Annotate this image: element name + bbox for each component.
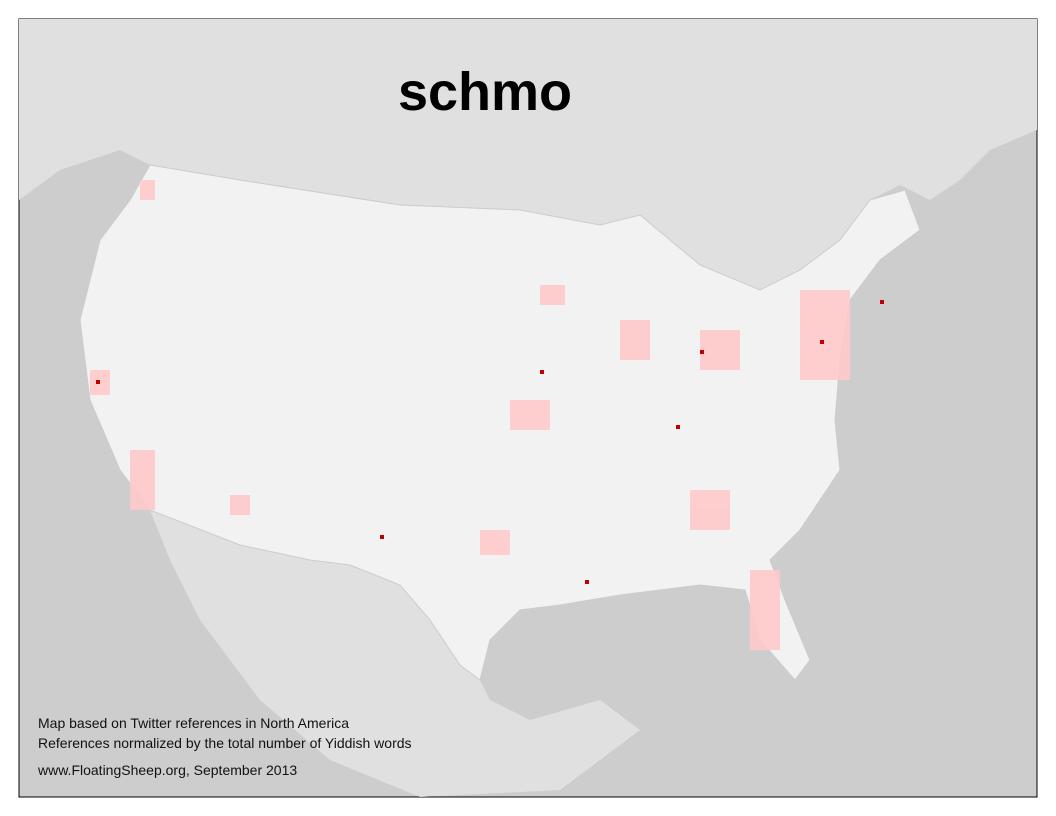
mexico: [150, 510, 640, 797]
credit: www.FloatingSheep.org, September 2013: [37, 762, 297, 778]
canada: [19, 19, 1037, 290]
title: schmo: [398, 62, 572, 122]
usa: [79, 164, 921, 681]
heat-patches: [90, 180, 850, 650]
note: References normalized by the total numbe…: [38, 735, 412, 751]
hot-cells: [96, 300, 884, 584]
note: Map based on Twitter references in North…: [38, 715, 349, 731]
